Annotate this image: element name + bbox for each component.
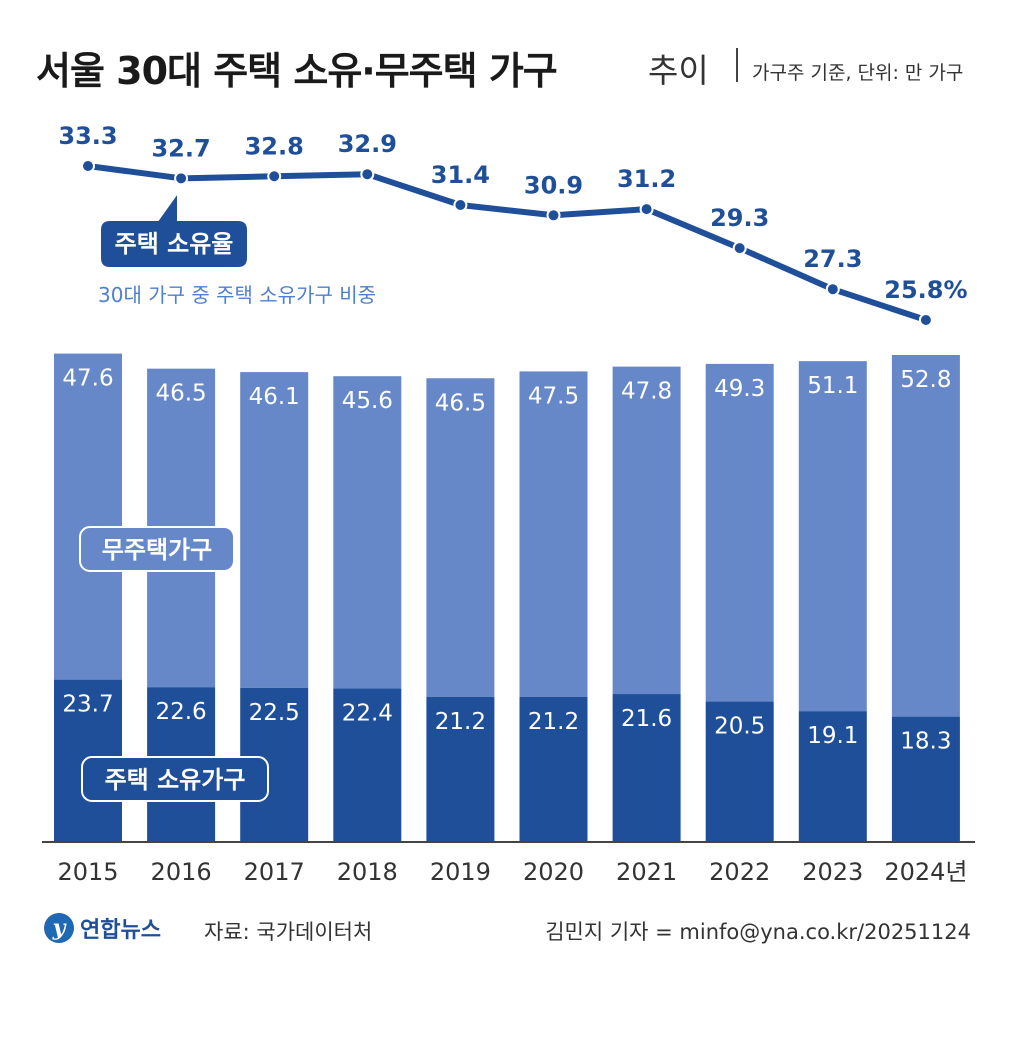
chart-header: 서울 30대 주택 소유·무주택 가구 추이 가구주 기준, 단위: 만 가구: [36, 40, 996, 100]
bar-label-no-home-9: 52.8: [900, 367, 951, 393]
bar-label-no-home-3: 45.6: [342, 388, 393, 414]
bar-no-home-8: [798, 361, 867, 712]
ownership-rate-point-9: [918, 313, 933, 327]
ownership-rate-label-7: 29.3: [710, 204, 769, 232]
bar-label-owner-0: 23.7: [62, 692, 113, 718]
ownership-rate-label-3: 32.9: [338, 130, 397, 158]
x-tick-label-9: 2024년: [884, 858, 967, 886]
bar-label-no-home-8: 51.1: [807, 373, 858, 399]
ownership-rate-point-2: [267, 169, 282, 184]
ownership-rate-point-1: [174, 171, 189, 186]
bar-owner-5: [519, 696, 588, 842]
ownership-rate-point-3: [360, 167, 375, 182]
bar-label-no-home-4: 46.5: [435, 390, 486, 416]
ownership-rate-point-5: [546, 208, 561, 223]
bar-label-owner-4: 21.2: [435, 709, 486, 735]
ownership-rate-point-0: [81, 159, 95, 173]
ownership-rate-label-2: 32.8: [245, 132, 304, 160]
bar-label-owner-8: 19.1: [807, 723, 858, 749]
x-tick-label-2: 2017: [244, 858, 305, 886]
title-divider: [736, 48, 738, 82]
ownership-rate-point-4: [453, 198, 468, 213]
x-tick-label-6: 2021: [616, 858, 677, 886]
bar-owner-8: [798, 711, 867, 842]
chart-title: 서울 30대 주택 소유·무주택 가구: [36, 49, 558, 93]
bar-no-home-6: [612, 366, 681, 695]
unit-note: 가구주 기준, 단위: 만 가구: [752, 62, 964, 84]
bar-label-owner-2: 22.5: [249, 700, 300, 726]
line-callout-label: 주택 소유율: [115, 230, 234, 258]
bar-label-owner-5: 21.2: [528, 709, 579, 735]
bar-label-owner-3: 22.4: [342, 701, 393, 727]
reporter-credit: 김민지 기자 = minfo@yna.co.kr/20251124: [545, 920, 971, 944]
legend-no-home-label: 무주택가구: [102, 536, 212, 564]
x-tick-label-3: 2018: [337, 858, 398, 886]
bar-label-owner-6: 21.6: [621, 706, 672, 732]
legend-no-home-box: [79, 526, 235, 572]
bar-label-no-home-7: 49.3: [714, 376, 765, 402]
bar-label-no-home-5: 47.5: [528, 383, 579, 409]
x-tick-label-1: 2016: [151, 858, 212, 886]
legend-owner-box: [81, 756, 269, 802]
bar-owner-3: [333, 688, 402, 842]
ownership-rate-point-7: [732, 241, 747, 256]
bar-owner-9: [891, 716, 960, 842]
bar-no-home-4: [426, 378, 495, 697]
ownership-rate-label-4: 31.4: [431, 161, 490, 189]
line-callout-box: [99, 188, 249, 269]
data-source: 자료: 국가데이터처: [204, 920, 373, 944]
bar-label-owner-7: 20.5: [714, 714, 765, 740]
bar-label-no-home-6: 47.8: [621, 379, 672, 405]
publisher-logo: y 연합뉴스: [44, 912, 161, 944]
bar-no-home-7: [705, 363, 774, 702]
x-tick-label-4: 2019: [430, 858, 491, 886]
ownership-rate-point-6: [639, 202, 654, 217]
ownership-chart: 47.6 23.7 46.5 22.6 46.1 22.5 45.6 22.4 46.5 21.2…: [42, 122, 975, 886]
bar-label-owner-1: 22.6: [155, 699, 206, 725]
bar-owner-4: [426, 696, 495, 842]
x-tick-label-8: 2023: [802, 858, 863, 886]
ownership-rate-label-9: 25.8%: [884, 276, 967, 304]
publisher-logo-icon: y: [44, 913, 74, 943]
bar-no-home-9: [891, 354, 960, 717]
bar-label-no-home-1: 46.5: [155, 381, 206, 407]
line-callout-description: 30대 가구 중 주택 소유가구 비중: [98, 283, 376, 307]
bar-owner-7: [705, 701, 774, 842]
bar-no-home-3: [333, 376, 402, 689]
legend-owner-label: 주택 소유가구: [105, 766, 246, 794]
ownership-rate-line: [85, 163, 929, 323]
bar-label-no-home-0: 47.6: [62, 366, 113, 392]
bar-owner-6: [612, 694, 681, 842]
x-tick-label-7: 2022: [709, 858, 770, 886]
ownership-rate-label-8: 27.3: [803, 245, 862, 273]
bar-no-home-2: [240, 372, 309, 688]
publisher-name: 연합뉴스: [80, 918, 161, 943]
bar-label-no-home-2: 46.1: [249, 384, 300, 410]
ownership-rate-label-6: 31.2: [617, 165, 676, 193]
bar-no-home-5: [519, 371, 588, 697]
bar-no-home-0: [54, 353, 122, 680]
chart-title-suffix: 추이: [648, 51, 709, 90]
ownership-rate-label-0: 33.3: [58, 122, 117, 150]
bar-label-owner-9: 18.3: [900, 729, 951, 755]
x-tick-label-0: 2015: [57, 858, 118, 886]
ownership-rate-point-8: [825, 282, 840, 297]
x-tick-label-5: 2020: [523, 858, 584, 886]
ownership-rate-label-5: 30.9: [524, 171, 583, 199]
ownership-rate-label-1: 32.7: [151, 134, 210, 162]
